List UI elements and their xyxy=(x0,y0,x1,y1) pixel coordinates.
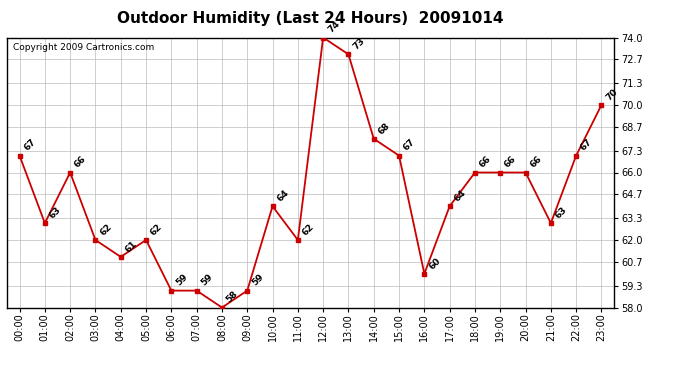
Text: 59: 59 xyxy=(174,273,190,288)
Text: 66: 66 xyxy=(73,154,88,170)
Text: 67: 67 xyxy=(402,138,417,153)
Text: 61: 61 xyxy=(124,239,139,254)
Text: 62: 62 xyxy=(98,222,113,237)
Text: 59: 59 xyxy=(250,273,266,288)
Text: 63: 63 xyxy=(48,205,63,220)
Text: 73: 73 xyxy=(351,36,366,52)
Text: 64: 64 xyxy=(275,188,290,204)
Text: 59: 59 xyxy=(199,273,215,288)
Text: 58: 58 xyxy=(225,290,240,305)
Text: 60: 60 xyxy=(427,256,442,271)
Text: 62: 62 xyxy=(301,222,316,237)
Text: 68: 68 xyxy=(377,121,392,136)
Text: 70: 70 xyxy=(604,87,620,102)
Text: 74: 74 xyxy=(326,20,342,35)
Text: Copyright 2009 Cartronics.com: Copyright 2009 Cartronics.com xyxy=(13,43,155,52)
Text: 67: 67 xyxy=(22,138,38,153)
Text: 62: 62 xyxy=(149,222,164,237)
Text: 66: 66 xyxy=(529,154,544,170)
Text: 66: 66 xyxy=(477,154,493,170)
Text: 64: 64 xyxy=(453,188,468,204)
Text: Outdoor Humidity (Last 24 Hours)  20091014: Outdoor Humidity (Last 24 Hours) 2009101… xyxy=(117,11,504,26)
Text: 67: 67 xyxy=(579,138,594,153)
Text: 63: 63 xyxy=(553,205,569,220)
Text: 66: 66 xyxy=(503,154,518,170)
